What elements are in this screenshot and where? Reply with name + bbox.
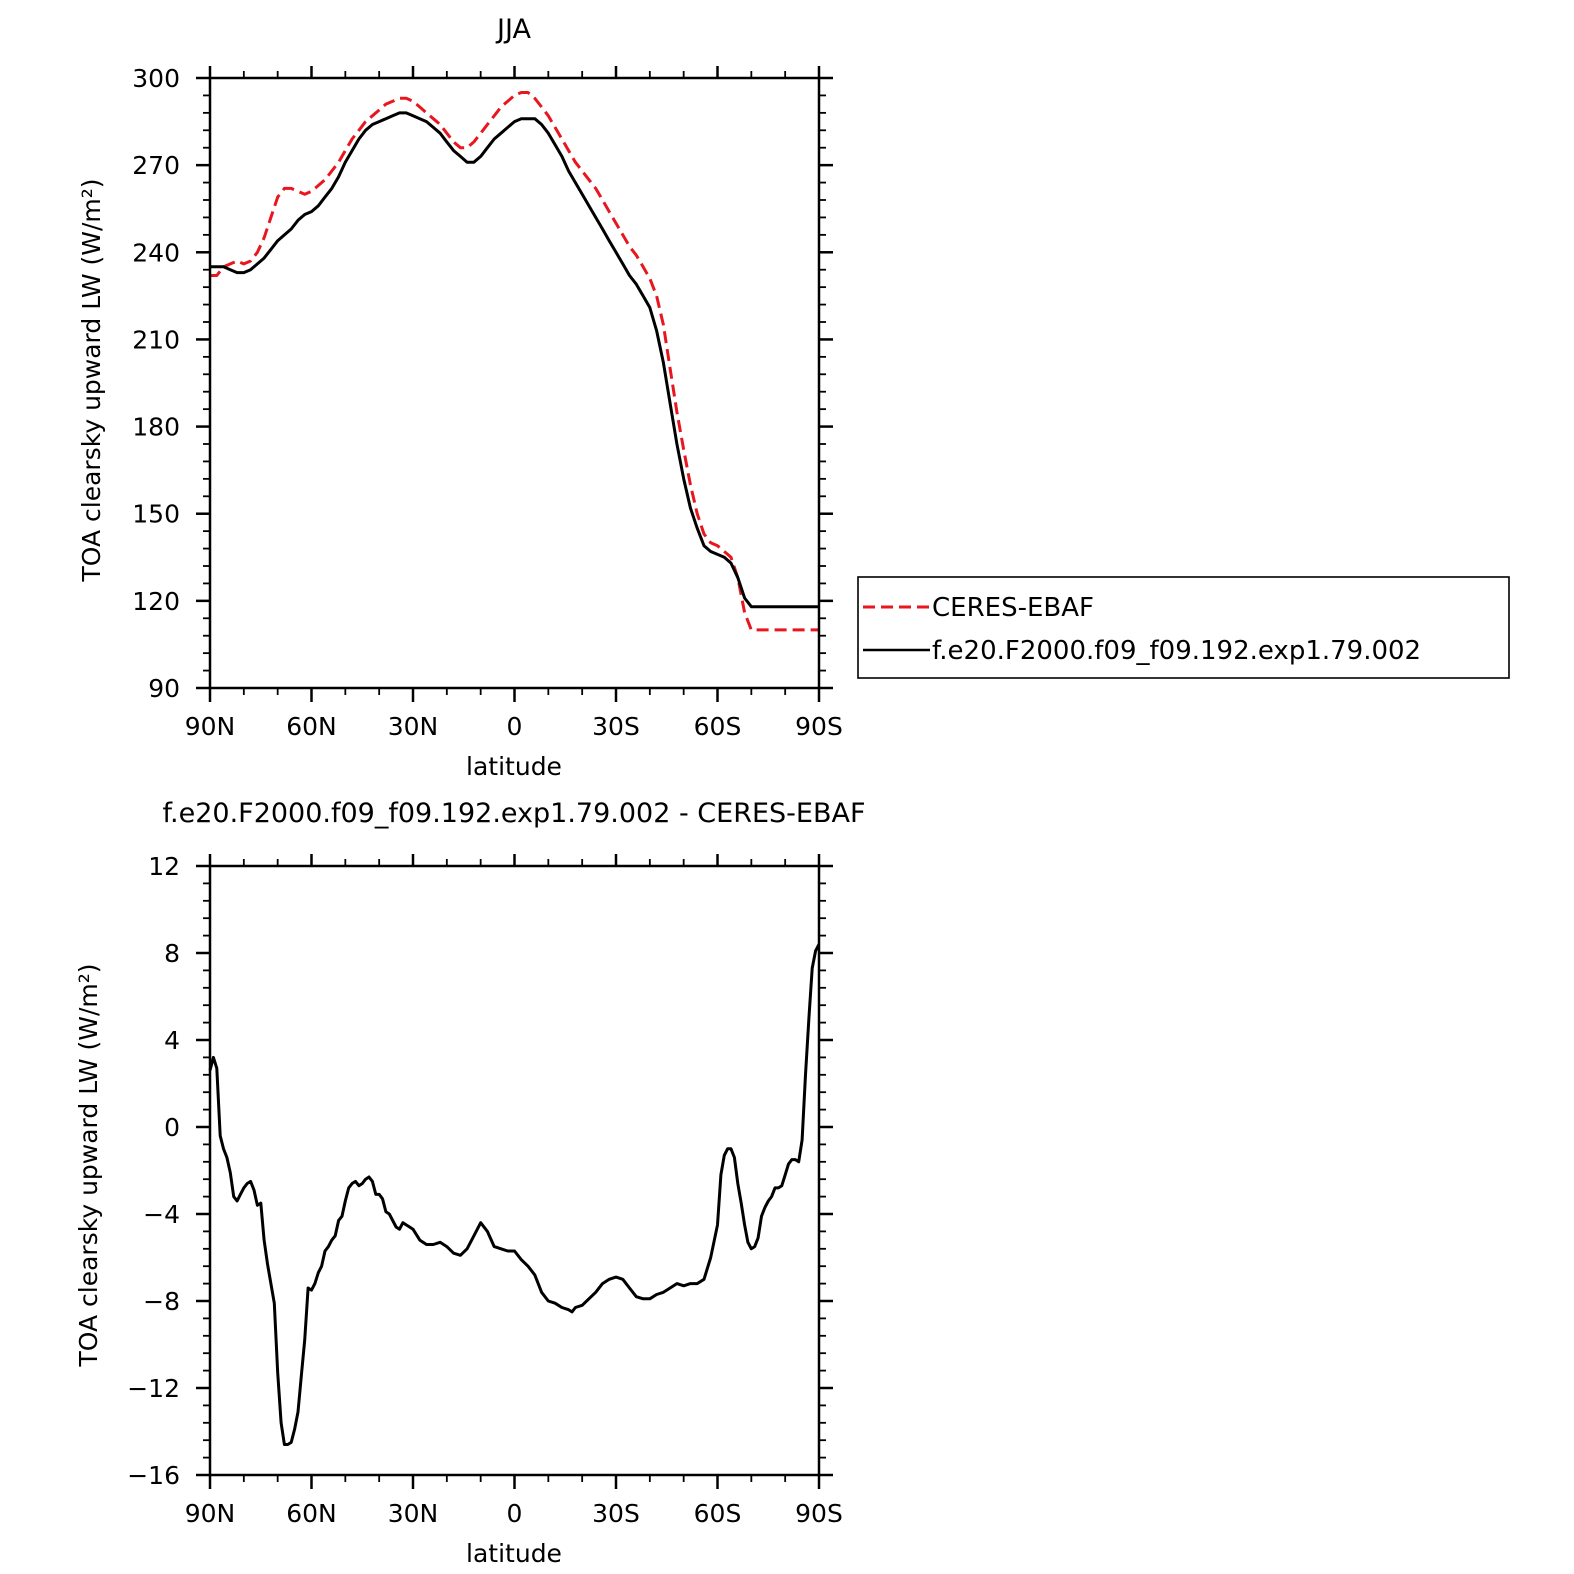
bottom-ytick-label: 8	[164, 939, 180, 968]
top-ticks	[196, 66, 833, 702]
top-ytick-label: 180	[132, 413, 180, 442]
bottom-xlabel: latitude	[466, 1539, 562, 1568]
top-xtick-label: 0	[507, 712, 523, 741]
bottom-panel: f.e20.F2000.f09_f09.192.exp1.79.002 - CE…	[74, 798, 866, 1568]
bottom-ytick-label: −16	[127, 1461, 180, 1490]
top-panel: JJA TOA clearsky upward LW (W/m²) latitu…	[77, 14, 843, 781]
bottom-ytick-label: 4	[164, 1026, 180, 1055]
legend-label-ceres: CERES-EBAF	[932, 593, 1094, 623]
bottom-ytick-label: −8	[143, 1287, 180, 1316]
top-plot-frame	[208, 76, 821, 690]
bottom-ytick-label: 12	[148, 852, 180, 881]
top-ytick-label: 210	[132, 325, 180, 354]
top-series-line-1	[210, 111, 819, 609]
top-xtick-label: 30S	[592, 712, 640, 741]
bottom-xtick-label: 30S	[592, 1499, 640, 1528]
bottom-ytick-label: −4	[143, 1200, 180, 1229]
bottom-xtick-label: 90N	[185, 1499, 236, 1528]
bottom-xtick-label: 0	[507, 1499, 523, 1528]
top-ylabel: TOA clearsky upward LW (W/m²)	[77, 178, 106, 582]
legend-label-model: f.e20.F2000.f09_f09.192.exp1.79.002	[932, 636, 1421, 666]
bottom-ticks	[196, 854, 833, 1489]
top-xtick-label: 60N	[286, 712, 337, 741]
bottom-xtick-label: 60N	[286, 1499, 337, 1528]
top-xtick-label: 30N	[388, 712, 439, 741]
bottom-chart-title: f.e20.F2000.f09_f09.192.exp1.79.002 - CE…	[162, 798, 865, 829]
top-ytick-label: 120	[132, 587, 180, 616]
top-ytick-label: 90	[148, 674, 180, 703]
bottom-xtick-label: 30N	[388, 1499, 439, 1528]
top-xtick-label: 60S	[694, 712, 742, 741]
bottom-lines	[208, 943, 821, 1446]
bottom-ylabel: TOA clearsky upward LW (W/m²)	[74, 963, 103, 1367]
bottom-xtick-label: 60S	[694, 1499, 742, 1528]
legend: CERES-EBAF f.e20.F2000.f09_f09.192.exp1.…	[857, 576, 1510, 679]
top-ytick-label: 300	[132, 64, 180, 93]
legend-box	[857, 576, 1510, 679]
top-xtick-label: 90S	[795, 712, 843, 741]
bottom-series-line-0	[208, 943, 821, 1446]
top-ytick-label: 240	[132, 238, 180, 267]
top-lines	[210, 91, 819, 632]
top-ticklabels: 90N 60N 30N 0 30S 60S 90S 90 120 150 180 210 240 270 3…	[132, 64, 843, 741]
bottom-plot-frame	[208, 864, 821, 1477]
bottom-ticklabels: 90N 60N 30N 0 30S 60S 90S −16 −12 −8 −4 0 4 8 12	[127, 852, 843, 1528]
bottom-xtick-label: 90S	[795, 1499, 843, 1528]
top-ytick-label: 270	[132, 151, 180, 180]
top-xlabel: latitude	[466, 752, 562, 781]
top-xtick-label: 90N	[185, 712, 236, 741]
top-chart-title: JJA	[495, 14, 531, 45]
top-series-line-0	[210, 91, 819, 632]
bottom-ytick-label: −12	[127, 1374, 180, 1403]
bottom-ytick-label: 0	[164, 1113, 180, 1142]
top-ytick-label: 150	[132, 500, 180, 529]
